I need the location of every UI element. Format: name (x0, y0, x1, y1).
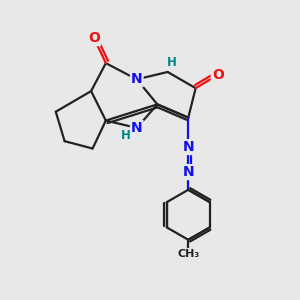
Text: O: O (88, 31, 100, 45)
Text: H: H (121, 129, 130, 142)
Text: O: O (212, 68, 224, 82)
Text: N: N (131, 121, 142, 135)
Text: CH₃: CH₃ (177, 249, 200, 259)
Text: N: N (182, 140, 194, 154)
Text: N: N (131, 72, 142, 86)
Text: H: H (167, 56, 177, 69)
Text: N: N (182, 165, 194, 179)
